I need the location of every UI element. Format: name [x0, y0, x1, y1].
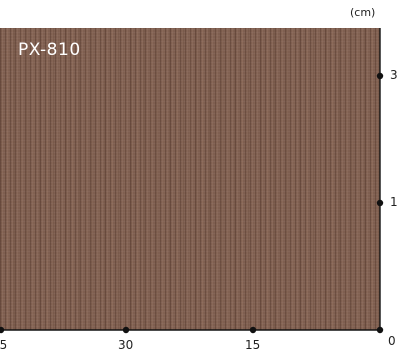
right-tick-label: 1 [390, 195, 398, 209]
bottom-tick-dot [122, 326, 130, 334]
bottom-tick-label: 15 [245, 338, 261, 352]
fabric-swatch: PX-810 [0, 28, 380, 330]
corner-tick-dot [376, 326, 384, 334]
product-code-label: PX-810 [18, 40, 81, 60]
bottom-tick-label: 30 [118, 338, 134, 352]
unit-label: (cm) [350, 6, 376, 19]
bottom-tick-dot [249, 326, 257, 334]
right-tick-label: 3 [390, 68, 398, 82]
bottom-tick-label: 0 [388, 334, 396, 348]
right-tick-dot [376, 72, 384, 80]
bottom-tick-label: 45 [0, 338, 8, 352]
right-tick-dot [376, 199, 384, 207]
bottom-tick-dot [0, 326, 5, 334]
